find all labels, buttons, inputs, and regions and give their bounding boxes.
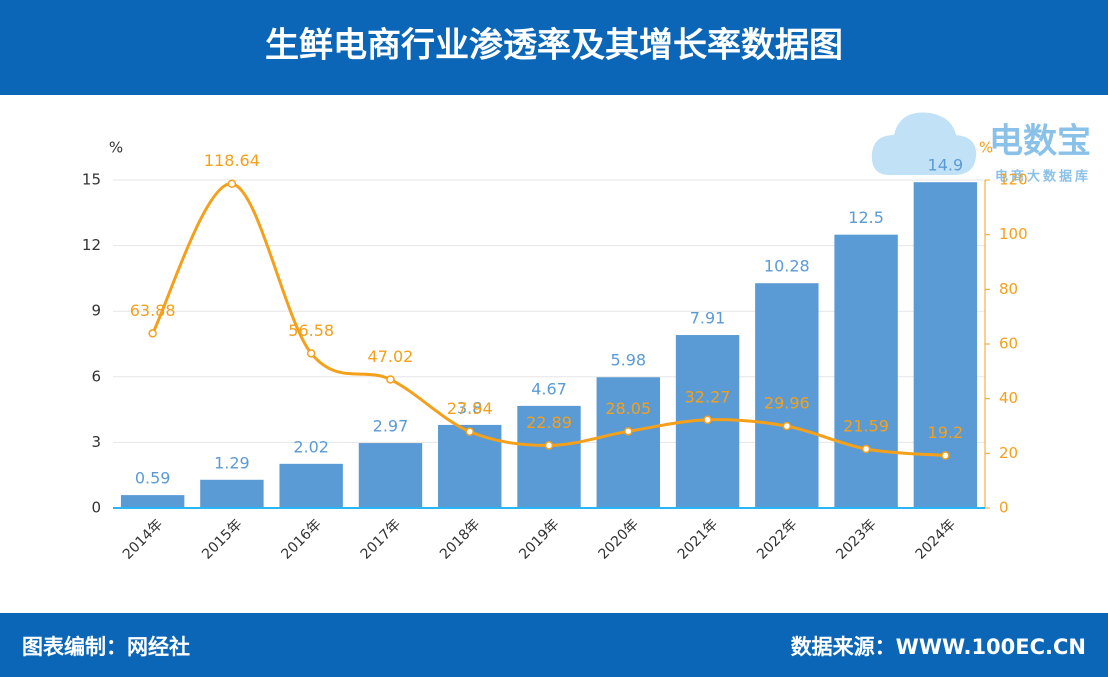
y-tick-label: 3: [91, 433, 101, 451]
line-point: [782, 421, 792, 431]
footer-left: 图表编制：网经社: [22, 635, 190, 659]
line-point: [386, 375, 395, 384]
chart-title: 生鲜电商行业渗透率及其增长率数据图: [265, 26, 843, 66]
y2-tick-label: 80: [999, 280, 1018, 298]
x-tick-label: 2014年: [120, 516, 166, 562]
bar: [755, 283, 819, 508]
y2-tick-label: 60: [999, 335, 1018, 353]
bar-value-label: 0.59: [135, 469, 171, 488]
x-tick-label: 2024年: [913, 516, 959, 562]
line-point: [861, 444, 871, 454]
y2-axis-label: %: [979, 139, 993, 157]
bar: [517, 405, 581, 508]
bar-value-label: 7.91: [690, 309, 726, 328]
line-value-label: 118.64: [204, 151, 260, 170]
y-tick-label: 15: [82, 171, 101, 189]
line-value-label: 47.02: [368, 347, 414, 366]
logo-sub: 电商大数据库: [995, 169, 1091, 185]
line-point: [624, 427, 633, 436]
line-value-label: 32.27: [685, 387, 731, 406]
line-value-label: 56.58: [288, 321, 334, 340]
bar-value-label: 4.67: [531, 379, 567, 398]
footer-band: [0, 613, 1108, 677]
y2-tick-label: 40: [999, 389, 1018, 407]
line-value-label: 27.94: [447, 399, 493, 418]
line-point: [465, 427, 474, 436]
bar-value-label: 2.02: [293, 437, 329, 456]
bar-value-label: 10.28: [764, 257, 810, 276]
line-value-label: 21.59: [843, 416, 889, 435]
y-axis-label: %: [109, 139, 123, 157]
bar: [358, 443, 423, 508]
logo-name: 电数宝: [989, 122, 1091, 162]
x-tick-label: 2022年: [754, 516, 800, 562]
x-tick-label: 2018年: [437, 516, 483, 562]
line-point: [544, 441, 554, 450]
bar-value-label: 12.5: [848, 208, 884, 227]
line-value-label: 19.2: [928, 423, 964, 442]
bar-value-label: 2.97: [373, 417, 409, 436]
bar: [200, 479, 264, 508]
logo: 电数宝 电商大数据库: [871, 112, 1091, 185]
x-tick-label: 2016年: [278, 516, 324, 562]
y2-tick-label: 20: [999, 444, 1018, 462]
bar-value-label: 1.29: [214, 453, 250, 472]
x-tick-label: 2023年: [833, 516, 879, 562]
line-value-label: 22.89: [526, 413, 572, 432]
x-tick-label: 2015年: [199, 516, 245, 562]
x-tick-label: 2021年: [675, 516, 721, 562]
bar-value-label: 14.9: [928, 156, 964, 175]
header-band: [0, 0, 1108, 95]
x-tick-label: 2017年: [358, 516, 404, 562]
x-tick-label: 2019年: [516, 516, 562, 562]
y-tick-label: 0: [91, 499, 101, 517]
footer-right: 数据来源：WWW.100EC.CN: [791, 635, 1086, 659]
line-point: [227, 179, 237, 188]
x-tick-label: 2020年: [596, 516, 642, 562]
line-value-label: 63.88: [130, 301, 176, 320]
y-tick-label: 12: [82, 236, 101, 254]
bar: [596, 377, 660, 508]
bar: [279, 463, 343, 508]
line-point: [148, 329, 157, 338]
bar-value-label: 3.8: [457, 398, 482, 417]
logo-cloud: [871, 112, 977, 175]
line-point: [306, 349, 316, 358]
line-point: [941, 451, 950, 460]
y-tick-label: 6: [91, 367, 101, 385]
line-value-label: 29.96: [764, 394, 810, 413]
y2-tick-label: 120: [999, 171, 1028, 189]
line-point: [703, 415, 712, 425]
y2-tick-label: 0: [999, 499, 1009, 517]
line: [151, 182, 946, 458]
bar: [834, 234, 898, 508]
y-tick-label: 9: [91, 302, 101, 320]
bar: [120, 495, 185, 508]
y2-tick-label: 100: [999, 225, 1028, 243]
bar-value-label: 5.98: [610, 351, 646, 370]
line-value-label: 28.05: [605, 399, 651, 418]
bar: [438, 424, 502, 508]
